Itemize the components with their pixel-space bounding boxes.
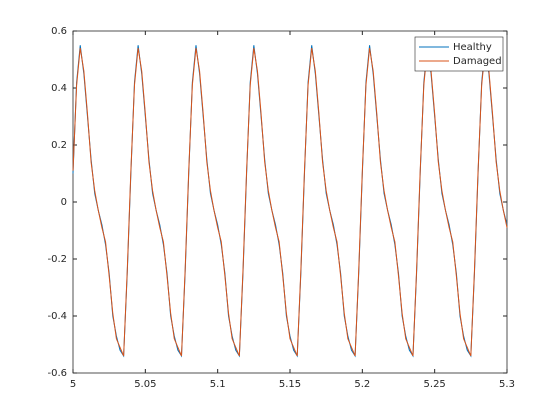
y-tick-label: 0.2	[51, 140, 67, 151]
y-tick-label: 0.4	[51, 83, 67, 94]
x-tick-label: 5	[70, 379, 76, 390]
legend-box	[414, 36, 504, 72]
x-tick-label: 5.05	[134, 379, 156, 390]
x-tick-label: 5.3	[499, 379, 515, 390]
x-tick-label: 5.15	[279, 379, 301, 390]
y-tick-label: -0.4	[47, 311, 67, 322]
y-tick-label: -0.2	[47, 254, 67, 265]
series-line	[72, 48, 508, 357]
legend-label: Damaged	[453, 56, 502, 67]
x-tick-label: 5.1	[210, 379, 226, 390]
axes-box	[72, 30, 508, 374]
y-tick-label: -0.6	[47, 368, 67, 379]
legend-label: Healthy	[453, 42, 492, 53]
y-tick-label: 0	[61, 197, 67, 208]
y-tick-label: 0.6	[51, 26, 67, 37]
x-tick-label: 5.25	[424, 379, 446, 390]
x-tick-label: 5.2	[354, 379, 370, 390]
